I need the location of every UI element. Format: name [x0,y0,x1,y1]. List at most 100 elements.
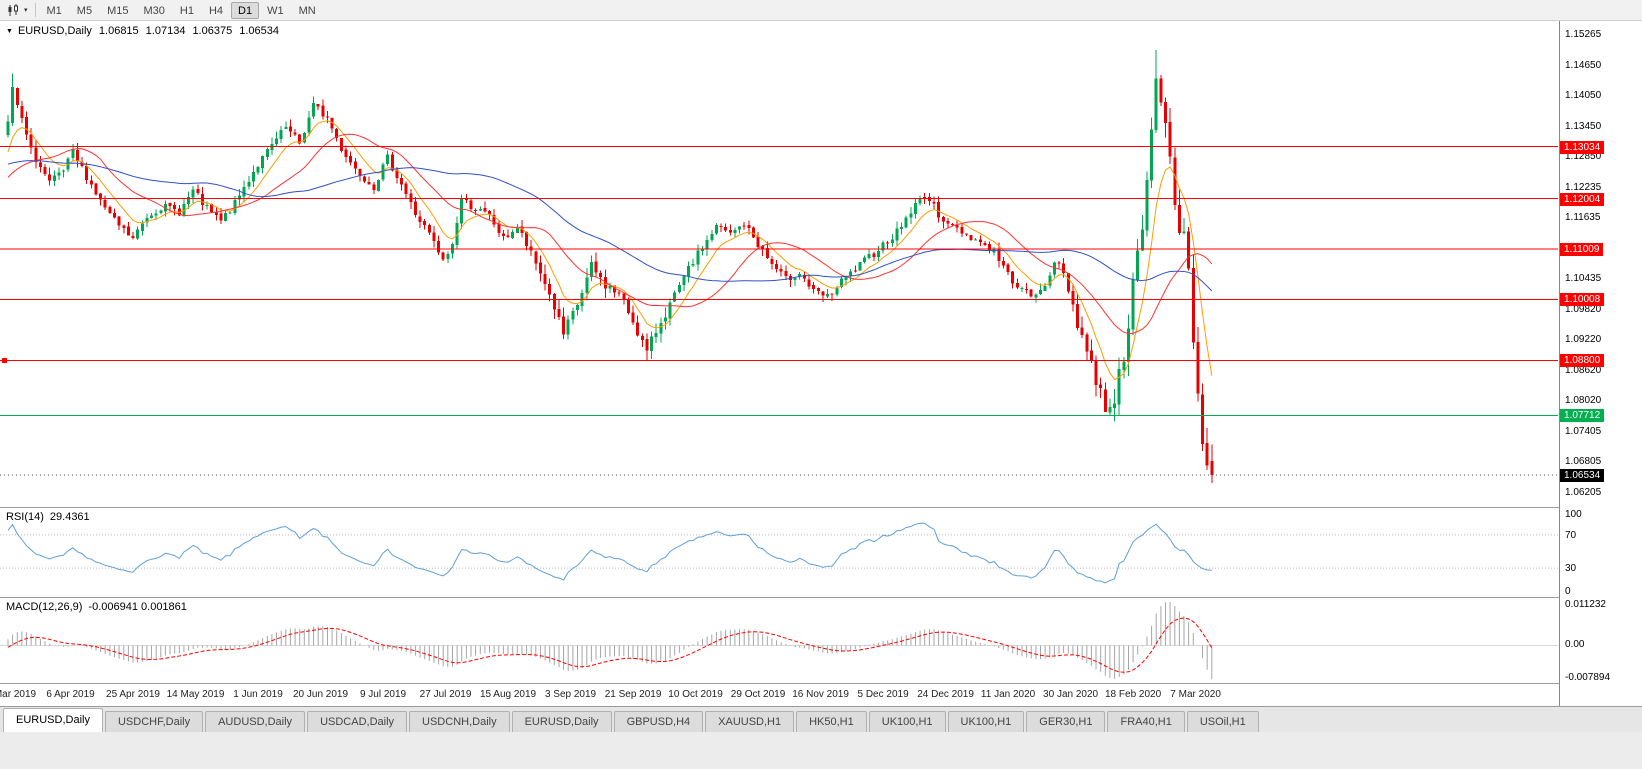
current-price-badge: 1.06534 [1560,469,1605,482]
chart-tab-usdchf-daily[interactable]: USDCHF,Daily [104,711,204,732]
date-axis-label: 14 May 2019 [166,689,225,700]
hline-price-badge: 1.11009 [1560,243,1604,256]
price-axis-label: 1.12235 [1565,182,1602,193]
timeframe-button-mn[interactable]: MN [298,4,316,17]
date-axis-label: 11 Jan 2020 [980,689,1036,700]
rsi-pane[interactable]: RSI(14) 29.4361 [0,508,1558,597]
hline-price-badge: 1.10008 [1560,293,1605,306]
price-axis-label: 1.10435 [1565,273,1602,284]
timeframe-button-m1[interactable]: M1 [46,4,62,17]
chart-tab-usdcnh-daily[interactable]: USDCNH,Daily [409,711,510,732]
chart-tab-hk50-h1[interactable]: HK50,H1 [796,711,867,732]
date-axis-label: 6 Apr 2019 [46,689,95,700]
date-axis-label: 30 Jan 2020 [1043,689,1099,700]
ohlc-low: 1.06375 [192,25,233,37]
price-axis-label: 1.11635 [1565,212,1601,223]
price-chart[interactable] [0,21,1558,507]
price-pane[interactable]: ▼ EURUSD,Daily 1.06815 1.07134 1.06375 1… [0,21,1558,507]
macd-axis-label: 0.00 [1565,639,1585,650]
price-axis-label: 1.14050 [1565,90,1602,101]
window-background [0,732,1642,769]
hline-price-badge: 1.12004 [1560,193,1605,206]
timeframe-buttons: M1 M5 M15 M30 H1 H4 D1 W1 MN [40,1,323,19]
candles-group [6,49,1214,483]
rsi-label: RSI(14) 29.4361 [6,511,90,523]
date-axis-label: 18 Feb 2020 [1104,689,1162,700]
timeframe-button-w1[interactable]: W1 [267,4,284,17]
ma-line-sma20 [7,133,1213,335]
rsi-axis-label: 100 [1565,509,1582,520]
hline-price-badge: 1.13034 [1560,141,1605,154]
timeframe-button-m30[interactable]: M30 [143,4,165,17]
macd-signal-line [7,617,1213,673]
chart-tab-gbpusd-h4[interactable]: GBPUSD,H4 [613,711,704,732]
date-axis-label: 29 Oct 2019 [730,689,786,700]
chart-tab-usoil-h1[interactable]: USOil,H1 [1186,711,1259,732]
chart-tab-xauusd-h1[interactable]: XAUUSD,H1 [705,711,795,732]
rsi-axis-label: 70 [1565,530,1577,541]
ma-line-ema8 [7,120,1213,381]
pane-splitter[interactable] [0,683,1642,684]
pane-splitter[interactable] [0,507,1642,508]
macd-indicator-chart[interactable] [0,598,1558,683]
macd-values: -0.006941 0.001861 [88,601,187,613]
hline-price-badge: 1.08800 [1560,354,1605,367]
price-axis-label: 1.15265 [1565,29,1602,40]
price-axis-label: 1.09220 [1565,334,1602,345]
date-axis-label: 1 Jun 2019 [233,689,283,700]
candlestick-icon [8,3,18,16]
price-axis-label: 1.09820 [1565,304,1602,315]
chart-window: ▼ EURUSD,Daily 1.06815 1.07134 1.06375 1… [0,21,1642,706]
ma-line-sma50 [7,160,1213,292]
timeframe-button-m15[interactable]: M15 [107,4,129,17]
macd-pane[interactable]: MACD(12,26,9) -0.006941 0.001861 [0,598,1558,683]
timeframe-button-h4[interactable]: H4 [208,4,224,17]
rsi-indicator-chart[interactable] [0,508,1558,597]
price-axis-label: 1.08020 [1565,395,1602,406]
chart-type-icon[interactable]: ▾ [4,3,31,18]
date-axis-label: 10 Oct 2019 [668,689,723,700]
chart-tab-uk100-h1[interactable]: UK100,H1 [868,711,946,732]
chart-tab-uk100-h1[interactable]: UK100,H1 [947,711,1025,732]
toolbar-separator [34,3,36,17]
date-axis-label: 5 Dec 2019 [857,689,909,700]
date-axis-label: 3 Sep 2019 [544,689,597,700]
price-axis-label: 1.06205 [1565,487,1602,498]
chart-tab-eurusd-daily[interactable]: EURUSD,Daily [3,708,103,732]
ohlc-close: 1.06534 [239,25,279,37]
date-axis-label: 16 Nov 2019 [792,689,849,700]
timeframe-button-d1[interactable]: D1 [231,1,260,19]
chart-tab-eurusd-daily[interactable]: EURUSD,Daily [511,711,612,732]
rsi-axis-label: 0 [1565,586,1571,597]
price-axis[interactable]: 1.15265 1.14650 1.14050 1.13450 1.12850 1.122… [1559,21,1642,706]
price-axis-label: 1.14650 [1565,60,1602,71]
chart-tab-audusd-daily[interactable]: AUDUSD,Daily [205,711,306,732]
ohlc-high: 1.07134 [145,25,186,37]
date-axis-label: 27 Jul 2019 [419,689,472,700]
price-axis-label: 1.08620 [1565,365,1602,376]
macd-label: MACD(12,26,9) -0.006941 0.001861 [6,601,187,613]
ohlc-open: 1.06815 [98,25,139,37]
date-axis-label: 19 Mar 2019 [0,689,37,700]
rsi-value: 29.4361 [49,511,90,523]
horizontal-lines-group [0,146,1558,416]
date-axis-label: 15 Aug 2019 [479,689,537,700]
chart-tab-ger30-h1[interactable]: GER30,H1 [1026,711,1106,732]
top-toolbar: ▾ M1 M5 M15 M30 H1 H4 D1 W1 MN [0,0,1642,21]
date-axis-label: 9 Jul 2019 [359,689,407,700]
chart-tabs-bar: EURUSD,Daily USDCHF,Daily AUDUSD,Daily USDC… [0,706,1642,732]
chart-tab-usdcad-daily[interactable]: USDCAD,Daily [307,711,408,732]
chart-title: ▼ EURUSD,Daily 1.06815 1.07134 1.06375 1… [6,25,279,37]
rsi-name: RSI(14) [6,511,44,523]
rsi-line [7,522,1212,584]
date-axis[interactable]: 19 Mar 2019 6 Apr 2019 25 Apr 2019 14 May 2… [0,684,1558,706]
chart-tab-fra40-h1[interactable]: FRA40,H1 [1107,711,1185,732]
timeframe-button-m5[interactable]: M5 [76,4,93,17]
date-axis-label: 21 Sep 2019 [604,689,662,700]
macd-axis-label: 0.011232 [1565,599,1606,610]
timeframe-button-h1[interactable]: H1 [179,4,194,17]
chart-symbol-period: EURUSD,Daily [17,25,92,37]
price-axis-label: 1.07405 [1565,426,1602,437]
pane-splitter[interactable] [0,597,1642,598]
macd-name: MACD(12,26,9) [6,601,83,613]
